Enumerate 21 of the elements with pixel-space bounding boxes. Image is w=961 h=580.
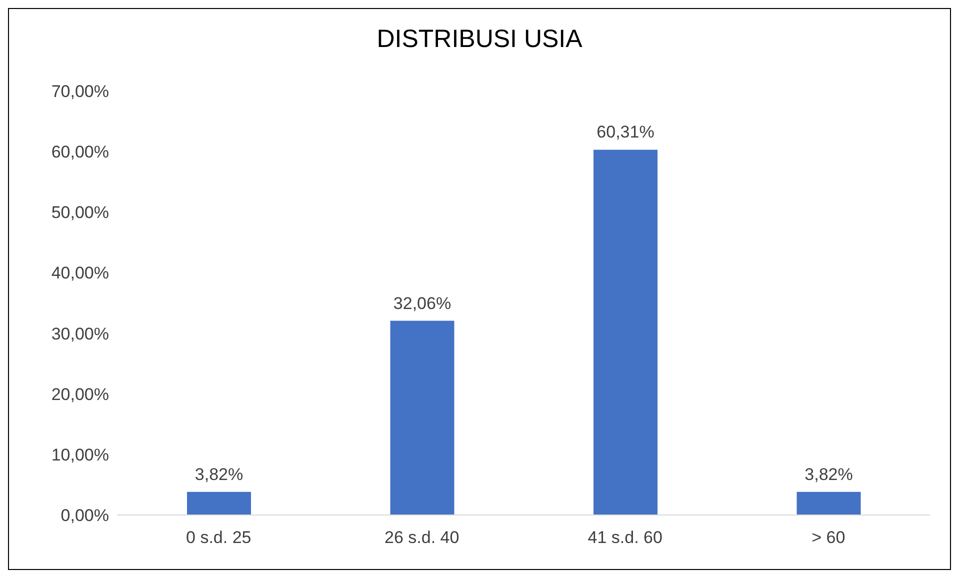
x-tick-label: > 60	[812, 528, 846, 548]
bar	[594, 150, 658, 515]
y-tick-label: 50,00%	[51, 203, 109, 222]
bar	[390, 320, 454, 515]
y-tick-label: 10,00%	[51, 445, 109, 464]
x-tick-label: 0 s.d. 25	[186, 528, 252, 548]
y-tick-label: 30,00%	[51, 324, 109, 344]
data-label: 32,06%	[393, 294, 452, 313]
y-tick-label: 0,00%	[60, 506, 109, 526]
y-tick-label: 40,00%	[51, 264, 109, 283]
data-label: 3,82%	[194, 464, 244, 484]
chart-title: DISTRIBUSI USIA	[376, 25, 584, 54]
bar	[187, 492, 251, 515]
y-tick-label: 70,00%	[51, 82, 109, 102]
y-tick-label: 60,00%	[51, 142, 109, 162]
x-tick-label: 26 s.d. 40	[384, 528, 460, 548]
data-label: 60,31%	[596, 122, 654, 142]
y-tick-label: 20,00%	[51, 384, 109, 404]
x-tick-label: 41 s.d. 60	[588, 528, 662, 548]
bar	[796, 492, 861, 515]
data-label: 3,82%	[804, 464, 853, 484]
